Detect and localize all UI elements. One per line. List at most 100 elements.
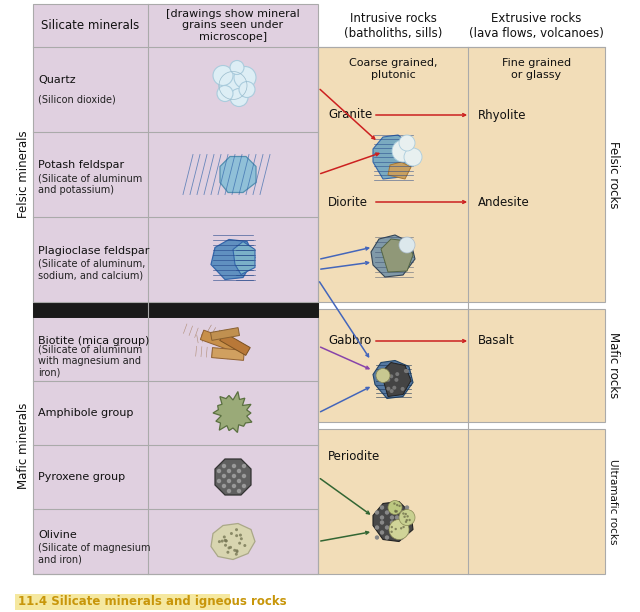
Circle shape xyxy=(223,539,227,542)
Circle shape xyxy=(390,389,394,393)
Polygon shape xyxy=(215,459,251,495)
Text: Gabbro: Gabbro xyxy=(328,335,371,348)
Circle shape xyxy=(223,536,226,539)
Text: Periodite: Periodite xyxy=(328,450,380,463)
Text: Felsic minerals: Felsic minerals xyxy=(17,131,31,218)
Text: Olivine: Olivine xyxy=(38,529,77,540)
Polygon shape xyxy=(373,360,413,398)
Circle shape xyxy=(230,89,248,106)
Circle shape xyxy=(404,513,407,515)
Circle shape xyxy=(396,372,399,376)
Circle shape xyxy=(242,484,246,488)
Text: Diorite: Diorite xyxy=(328,195,368,209)
Text: Quartz: Quartz xyxy=(38,75,76,86)
Circle shape xyxy=(227,469,231,473)
Text: Silicate minerals: Silicate minerals xyxy=(42,19,140,32)
Polygon shape xyxy=(211,239,255,280)
Text: Granite: Granite xyxy=(328,108,372,122)
Circle shape xyxy=(390,515,394,520)
Circle shape xyxy=(232,464,236,468)
Circle shape xyxy=(222,484,226,488)
Circle shape xyxy=(239,534,242,537)
Bar xyxy=(212,348,244,360)
Circle shape xyxy=(387,378,390,382)
Polygon shape xyxy=(373,501,413,542)
Text: Potash feldspar: Potash feldspar xyxy=(38,160,124,171)
Circle shape xyxy=(405,520,409,524)
Polygon shape xyxy=(381,362,411,397)
Circle shape xyxy=(400,510,404,515)
Circle shape xyxy=(405,521,407,523)
Text: [drawings show mineral
grains seen under
microscope]: [drawings show mineral grains seen under… xyxy=(166,9,300,42)
Circle shape xyxy=(217,469,221,473)
Bar xyxy=(211,327,239,340)
Circle shape xyxy=(395,515,399,520)
Circle shape xyxy=(396,510,398,512)
Circle shape xyxy=(389,520,409,540)
Circle shape xyxy=(375,536,379,540)
Bar xyxy=(318,429,605,574)
Text: Intrusive rocks
(batholiths, sills): Intrusive rocks (batholiths, sills) xyxy=(344,12,442,40)
Circle shape xyxy=(387,387,390,390)
Circle shape xyxy=(392,140,414,162)
Circle shape xyxy=(234,67,256,89)
Circle shape xyxy=(390,506,394,510)
Polygon shape xyxy=(211,523,255,559)
Bar xyxy=(318,309,605,422)
Text: Mafic minerals: Mafic minerals xyxy=(17,402,31,489)
Circle shape xyxy=(406,519,408,521)
Text: Mafic rocks: Mafic rocks xyxy=(607,332,620,398)
Circle shape xyxy=(405,506,409,510)
Bar xyxy=(318,47,605,302)
Circle shape xyxy=(232,474,236,478)
Circle shape xyxy=(389,375,394,378)
Bar xyxy=(33,302,318,317)
Bar xyxy=(200,330,237,352)
Circle shape xyxy=(399,510,415,526)
Circle shape xyxy=(230,61,244,75)
Circle shape xyxy=(406,515,409,518)
Text: (Silicate of aluminum
and potassium): (Silicate of aluminum and potassium) xyxy=(38,174,142,195)
Text: 11.4 Silicate minerals and igneous rocks: 11.4 Silicate minerals and igneous rocks xyxy=(18,595,287,608)
Circle shape xyxy=(404,148,422,166)
Circle shape xyxy=(222,474,226,478)
Circle shape xyxy=(404,369,408,373)
Circle shape xyxy=(403,526,404,528)
Circle shape xyxy=(394,510,397,513)
Circle shape xyxy=(405,515,409,520)
Text: (Silicate of magnesium
and iron): (Silicate of magnesium and iron) xyxy=(38,543,150,564)
Circle shape xyxy=(233,549,236,552)
Circle shape xyxy=(225,539,227,542)
Circle shape xyxy=(380,531,384,535)
Circle shape xyxy=(235,534,238,537)
Text: Pyroxene group: Pyroxene group xyxy=(38,472,125,482)
Circle shape xyxy=(230,532,233,535)
Circle shape xyxy=(235,553,238,556)
Text: Extrusive rocks
(lava flows, volcanoes): Extrusive rocks (lava flows, volcanoes) xyxy=(469,12,604,40)
Text: Rhyolite: Rhyolite xyxy=(478,108,527,122)
Circle shape xyxy=(402,512,404,515)
Circle shape xyxy=(219,72,247,100)
Circle shape xyxy=(227,489,231,493)
Circle shape xyxy=(385,510,389,515)
Bar xyxy=(220,332,250,356)
Circle shape xyxy=(227,551,229,554)
Circle shape xyxy=(217,86,233,102)
Circle shape xyxy=(221,540,224,543)
Text: Plagioclase feldspar: Plagioclase feldspar xyxy=(38,245,149,255)
Circle shape xyxy=(242,464,246,468)
Polygon shape xyxy=(381,239,413,272)
Circle shape xyxy=(408,519,411,521)
Circle shape xyxy=(242,474,246,478)
Text: Amphibole group: Amphibole group xyxy=(38,408,133,418)
Circle shape xyxy=(390,526,393,528)
Circle shape xyxy=(399,135,415,151)
Circle shape xyxy=(394,378,399,382)
Polygon shape xyxy=(388,162,411,179)
Circle shape xyxy=(238,542,241,545)
Polygon shape xyxy=(213,392,252,433)
Circle shape xyxy=(380,506,384,510)
Circle shape xyxy=(405,369,409,373)
Circle shape xyxy=(390,520,394,524)
Text: Coarse grained,
plutonic: Coarse grained, plutonic xyxy=(349,58,437,80)
